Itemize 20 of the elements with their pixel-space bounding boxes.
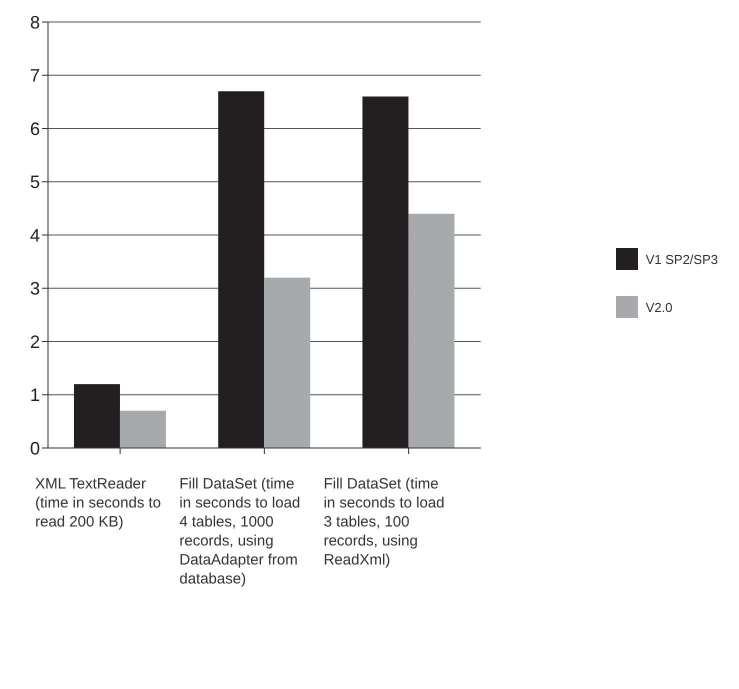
y-tick-label: 3 xyxy=(30,278,40,299)
y-tick-label: 0 xyxy=(30,438,40,458)
x-tick-label: Fill DataSet (time in seconds to load 3 tables, 100 records, using ReadXml) xyxy=(324,476,445,569)
y-tick-label: 1 xyxy=(30,385,40,406)
x-tick-label: XML TextReader (time in seconds to read 200 KB) xyxy=(35,476,162,531)
bar xyxy=(264,278,310,448)
y-tick-label: 7 xyxy=(30,66,40,86)
bar xyxy=(74,384,120,448)
x-tick-label: Fill DataSet (time in seconds to load 4 tables, 1000 records, using DataAdapter from database) xyxy=(179,476,300,588)
bar xyxy=(362,96,408,448)
y-tick-label: 6 xyxy=(30,118,40,139)
bar xyxy=(218,91,264,448)
legend-label: V2.0 xyxy=(646,300,672,314)
legend-label: V1 SP2/SP3 xyxy=(646,252,718,266)
y-tick-label: 2 xyxy=(30,332,40,352)
bar xyxy=(408,214,454,448)
bar xyxy=(120,410,166,448)
y-tick-label: 8 xyxy=(30,12,40,32)
y-tick-label: 5 xyxy=(30,172,40,192)
y-tick-label: 4 xyxy=(30,225,40,246)
